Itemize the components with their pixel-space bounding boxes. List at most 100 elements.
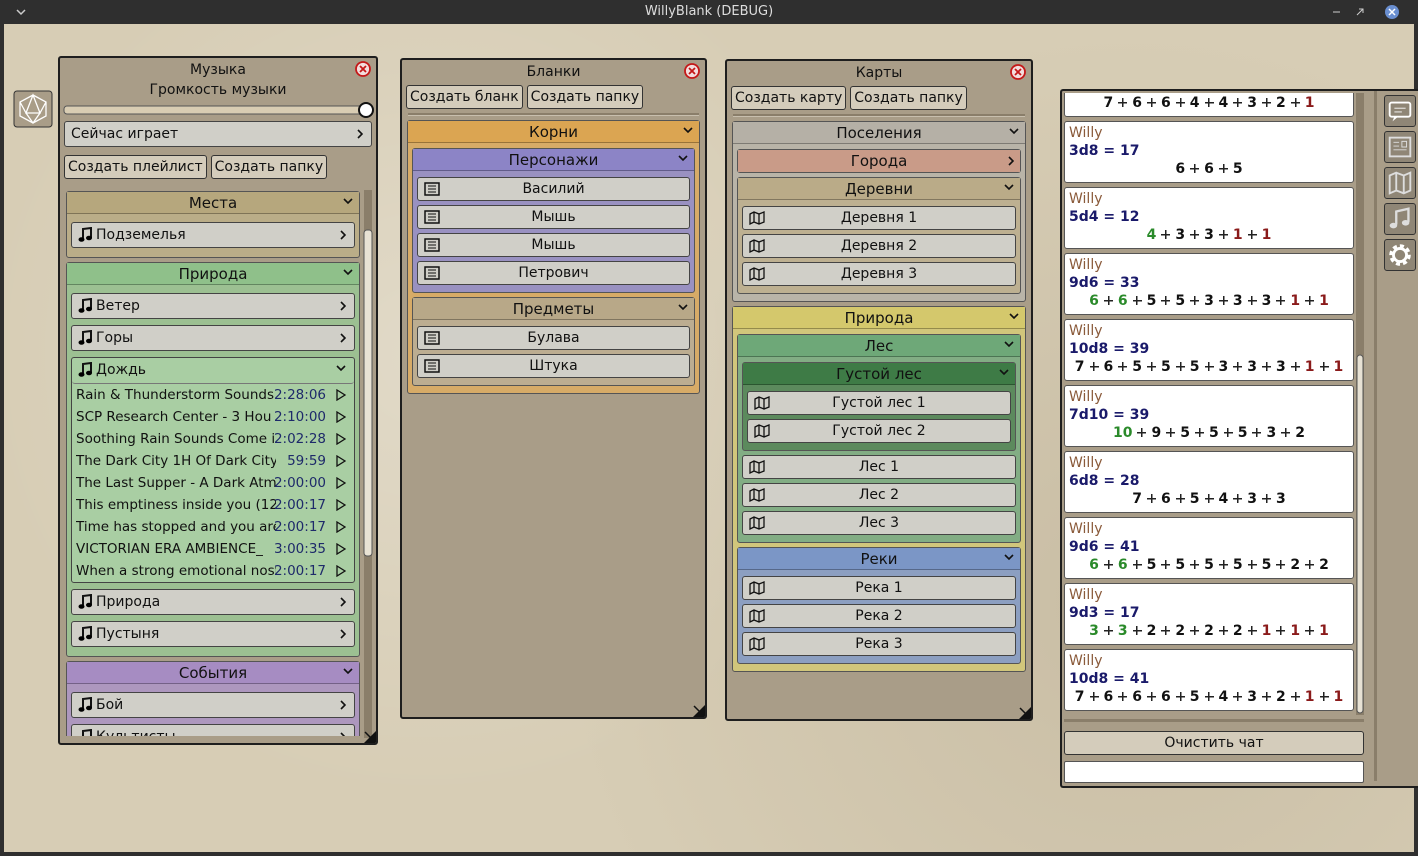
clear-chat-button[interactable]: Очистить чат: [1064, 731, 1364, 755]
item[interactable]: Дождь: [72, 358, 354, 384]
folder-body: Василий Мышь Мышь Петрович: [413, 171, 694, 285]
track[interactable]: The Last Supper - A Dark Atm 2:00:00: [72, 472, 354, 494]
track[interactable]: Soothing Rain Sounds Come i 2:02:28: [72, 428, 354, 450]
roll-author: Willy: [1069, 191, 1103, 207]
folder-header[interactable]: Деревни: [738, 178, 1020, 200]
folder-header[interactable]: Предметы: [413, 298, 694, 320]
track[interactable]: SCP Research Center - 3 Hou 2:10:00: [72, 406, 354, 428]
close-button[interactable]: [354, 60, 372, 78]
button[interactable]: Создать папку: [850, 86, 967, 110]
close-button[interactable]: [1009, 63, 1027, 81]
play-icon[interactable]: [336, 433, 346, 445]
folder-header[interactable]: Места: [67, 192, 359, 214]
item[interactable]: Горы: [71, 325, 355, 351]
die-value: 4: [1146, 227, 1157, 243]
item[interactable]: Природа: [71, 589, 355, 615]
track[interactable]: Rain & Thunderstorm Sounds 2:28:06: [72, 384, 354, 406]
track-title: This emptiness inside you (12: [76, 497, 276, 513]
folder-header[interactable]: События: [67, 662, 359, 684]
track[interactable]: This emptiness inside you (12 2:00:17: [72, 494, 354, 516]
button[interactable]: Создать бланк: [406, 85, 523, 109]
button[interactable]: Создать папку: [210, 155, 328, 179]
roll-author: Willy: [1069, 257, 1103, 273]
close-button[interactable]: [683, 62, 701, 80]
music-tab[interactable]: [1384, 203, 1416, 235]
play-icon[interactable]: [336, 455, 346, 467]
plus-sign: [1175, 98, 1185, 107]
item[interactable]: Ветер: [71, 293, 355, 319]
blanks-tab[interactable]: [1384, 131, 1416, 163]
folder-header[interactable]: Природа: [733, 307, 1025, 329]
button[interactable]: Создать папку: [526, 85, 644, 109]
resize-handle[interactable]: [362, 729, 376, 743]
map-icon: [754, 424, 770, 438]
window-controls[interactable]: [1332, 4, 1402, 20]
folder-name: Лес: [864, 337, 894, 355]
plus-sign: [1103, 626, 1113, 635]
folder-header[interactable]: Густой лес: [743, 363, 1015, 385]
folder-header[interactable]: Поселения: [733, 122, 1025, 144]
play-icon[interactable]: [336, 389, 346, 401]
folder-header[interactable]: Корни: [408, 121, 699, 143]
resize-handle[interactable]: [1017, 705, 1031, 719]
play-icon[interactable]: [336, 543, 346, 555]
item[interactable]: Река 2: [742, 604, 1016, 628]
roll-formula: 10d8 = 39: [1069, 341, 1150, 357]
menu-icon[interactable]: [16, 8, 26, 16]
item[interactable]: Мышь: [417, 233, 690, 257]
item[interactable]: Петрович: [417, 261, 690, 285]
item[interactable]: Лес 2: [742, 483, 1016, 507]
item[interactable]: Река 3: [742, 632, 1016, 656]
item[interactable]: Река 1: [742, 576, 1016, 600]
button[interactable]: Создать карту: [731, 86, 847, 110]
chat-tab[interactable]: [1384, 95, 1416, 127]
play-icon[interactable]: [336, 499, 346, 511]
item[interactable]: Василий: [417, 177, 690, 201]
play-icon[interactable]: [336, 565, 346, 577]
item[interactable]: Мышь: [417, 205, 690, 229]
track[interactable]: The Dark City 1H Of Dark City A 59:59: [72, 450, 354, 472]
item[interactable]: Густой лес 2: [747, 419, 1011, 443]
item[interactable]: Подземелья: [71, 222, 355, 248]
plus-sign: [1190, 296, 1200, 305]
folder-header[interactable]: Реки: [738, 548, 1020, 570]
item[interactable]: Густой лес 1: [747, 391, 1011, 415]
chevron: [1004, 184, 1014, 191]
plus-sign: [1204, 98, 1214, 107]
plus-sign: [1204, 494, 1214, 503]
roll-card: Willy 7d10 = 39 10 9 5 5 5 3 2: [1064, 385, 1354, 447]
item[interactable]: Деревня 3: [742, 262, 1016, 286]
folder-name: Деревни: [844, 180, 914, 198]
now-playing[interactable]: Сейчас играет: [64, 121, 372, 147]
dice-button[interactable]: [13, 90, 53, 128]
plus-sign: [1175, 494, 1185, 503]
item-name: Ветер: [96, 298, 140, 314]
item[interactable]: Деревня 2: [742, 234, 1016, 258]
play-icon[interactable]: [336, 477, 346, 489]
chat-input[interactable]: [1064, 761, 1364, 783]
button[interactable]: Создать плейлист: [64, 155, 207, 179]
maps-tab[interactable]: [1384, 167, 1416, 199]
resize-handle[interactable]: [691, 703, 705, 717]
track[interactable]: Time has stopped and you are 2:00:17: [72, 516, 354, 538]
volume-slider[interactable]: [63, 102, 375, 118]
play-icon[interactable]: [336, 521, 346, 533]
item[interactable]: Бой: [71, 692, 355, 718]
scrollbar[interactable]: [363, 190, 373, 738]
item[interactable]: Культисты: [71, 724, 355, 736]
settings-tab[interactable]: [1384, 239, 1416, 271]
play-icon[interactable]: [336, 411, 346, 423]
item[interactable]: Лес 3: [742, 511, 1016, 535]
folder-header[interactable]: Лес: [738, 335, 1020, 357]
item[interactable]: Штука: [417, 354, 690, 378]
item[interactable]: Деревня 1: [742, 206, 1016, 230]
scrollbar[interactable]: [1356, 93, 1364, 715]
folder-header[interactable]: Природа: [67, 263, 359, 285]
item[interactable]: Булава: [417, 326, 690, 350]
folder-header[interactable]: Персонажи: [413, 149, 694, 171]
folder-header[interactable]: Города: [738, 150, 1020, 172]
item[interactable]: Лес 1: [742, 455, 1016, 479]
track[interactable]: When a strong emotional nost 2:00:17: [72, 560, 354, 582]
track[interactable]: VICTORIAN ERA AMBIENCE_ 3:00:35: [72, 538, 354, 560]
item[interactable]: Пустыня: [71, 621, 355, 647]
